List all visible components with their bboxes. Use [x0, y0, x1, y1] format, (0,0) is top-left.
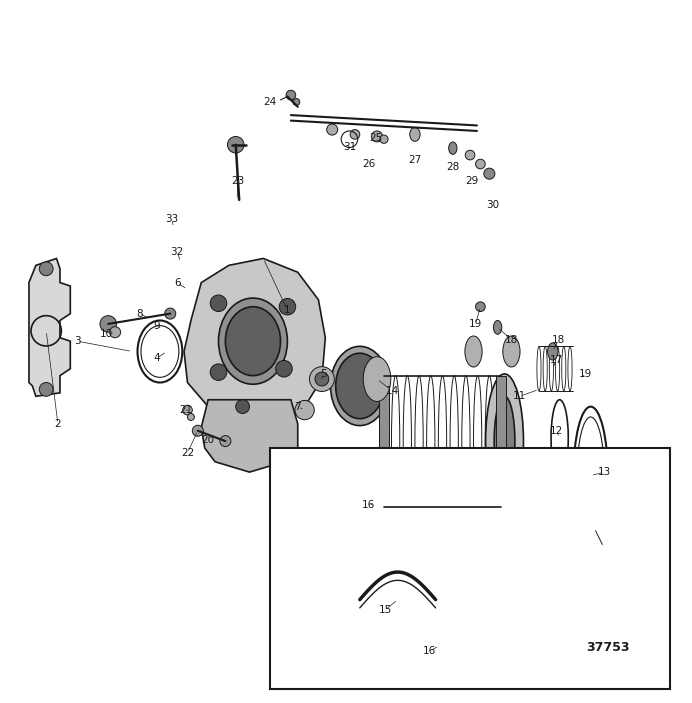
Text: 19: 19	[469, 319, 482, 329]
Circle shape	[275, 361, 292, 377]
Circle shape	[372, 131, 383, 142]
Ellipse shape	[493, 321, 502, 334]
Text: 33: 33	[165, 214, 179, 224]
Ellipse shape	[336, 353, 384, 419]
Text: 17: 17	[549, 355, 563, 365]
Text: 26: 26	[362, 159, 375, 169]
Text: 20: 20	[201, 434, 215, 445]
Circle shape	[295, 401, 314, 420]
Ellipse shape	[226, 307, 280, 375]
Text: 19: 19	[579, 368, 592, 378]
Circle shape	[165, 308, 176, 319]
Text: 7: 7	[294, 401, 301, 412]
Bar	[496, 375, 506, 507]
Text: 28: 28	[446, 162, 459, 172]
Circle shape	[183, 405, 192, 415]
Ellipse shape	[219, 298, 287, 385]
Text: 9: 9	[153, 321, 160, 331]
Text: 13: 13	[598, 467, 611, 477]
Text: 30: 30	[486, 200, 500, 210]
Text: 4: 4	[153, 354, 160, 363]
Text: 21: 21	[179, 405, 193, 415]
Text: 10: 10	[100, 329, 113, 340]
Text: 3: 3	[74, 336, 80, 346]
Ellipse shape	[547, 343, 558, 360]
Circle shape	[100, 316, 116, 333]
Text: 23: 23	[231, 176, 244, 186]
Text: 29: 29	[465, 176, 478, 186]
Text: 14: 14	[385, 386, 399, 396]
Ellipse shape	[465, 336, 482, 367]
Text: 5: 5	[320, 369, 327, 379]
Circle shape	[210, 364, 227, 380]
Ellipse shape	[331, 347, 389, 425]
Circle shape	[475, 159, 485, 169]
Circle shape	[327, 124, 338, 135]
Text: 11: 11	[513, 392, 527, 401]
Circle shape	[220, 436, 231, 446]
Ellipse shape	[410, 127, 420, 141]
Text: 18: 18	[552, 335, 565, 344]
Text: 32: 32	[170, 247, 184, 257]
Circle shape	[380, 135, 388, 143]
Circle shape	[39, 262, 53, 276]
Text: 22: 22	[181, 448, 194, 458]
Text: 2: 2	[55, 419, 61, 429]
Bar	[270, 448, 670, 689]
Text: 6: 6	[174, 278, 181, 288]
Polygon shape	[29, 259, 71, 396]
Circle shape	[309, 367, 334, 392]
Bar	[379, 375, 389, 507]
Circle shape	[286, 90, 295, 100]
Ellipse shape	[486, 374, 523, 508]
Text: 8: 8	[136, 309, 143, 318]
Polygon shape	[184, 259, 325, 424]
Circle shape	[192, 425, 203, 437]
Ellipse shape	[109, 327, 120, 337]
Circle shape	[39, 382, 53, 396]
Ellipse shape	[503, 336, 520, 367]
Circle shape	[228, 136, 244, 153]
Ellipse shape	[494, 396, 515, 486]
Ellipse shape	[205, 283, 294, 393]
Text: 31: 31	[343, 142, 356, 152]
Text: 16: 16	[423, 646, 436, 657]
Text: 12: 12	[549, 426, 563, 436]
Circle shape	[210, 295, 227, 311]
Text: 27: 27	[408, 155, 421, 165]
Circle shape	[279, 299, 295, 315]
Text: 15: 15	[379, 605, 392, 615]
Text: 24: 24	[264, 97, 277, 107]
Circle shape	[236, 400, 250, 413]
Text: 18: 18	[504, 335, 518, 344]
Circle shape	[484, 168, 495, 179]
Text: 16: 16	[361, 500, 374, 510]
Text: 37753: 37753	[586, 641, 630, 654]
Ellipse shape	[448, 142, 457, 155]
Circle shape	[475, 302, 485, 311]
Circle shape	[315, 372, 329, 386]
Polygon shape	[201, 400, 298, 472]
Circle shape	[465, 150, 475, 160]
Text: 25: 25	[369, 133, 382, 143]
Text: 1: 1	[284, 305, 291, 315]
Circle shape	[293, 98, 300, 105]
Circle shape	[429, 636, 449, 656]
Circle shape	[365, 498, 379, 511]
Circle shape	[188, 413, 194, 420]
Ellipse shape	[363, 356, 391, 401]
Circle shape	[350, 129, 360, 139]
